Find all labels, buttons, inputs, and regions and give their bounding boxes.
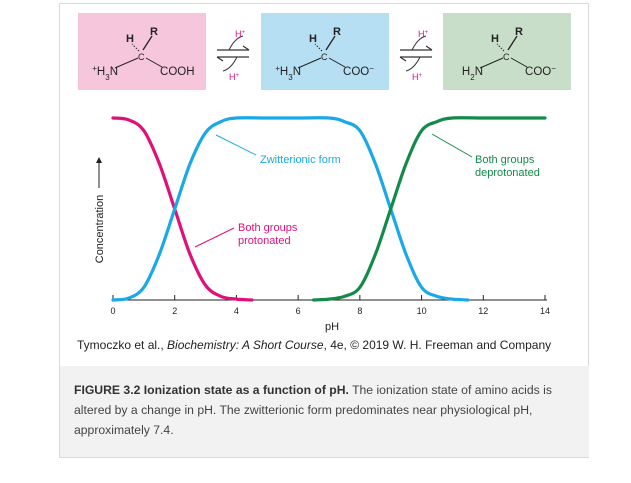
proton-label-top: H+ bbox=[235, 29, 246, 39]
credit-suffix: , 4e, © 2019 W. H. Freeman and Company bbox=[323, 338, 552, 352]
alpha-hydrogen-label: H bbox=[491, 33, 499, 45]
proton-curl bbox=[405, 56, 421, 72]
deprotonated-annotation-line1: Both groups bbox=[475, 154, 535, 166]
y-axis-arrowhead bbox=[96, 157, 102, 163]
side-chain-label: R bbox=[150, 26, 158, 38]
species-box-2: H R C +H3N COO− bbox=[261, 13, 389, 90]
wedge-bond bbox=[507, 35, 518, 51]
bond-line bbox=[114, 57, 139, 69]
figure-credit: Tymoczko et al., Biochemistry: A Short C… bbox=[0, 338, 630, 352]
alpha-hydrogen-label: H bbox=[126, 33, 134, 45]
amino-group-label: +H3N bbox=[92, 64, 118, 82]
amino-group-label: H2N bbox=[462, 66, 483, 82]
x-axis-label: pH bbox=[325, 321, 339, 333]
alpha-carbon-label: C bbox=[503, 52, 510, 62]
equilibrium-arrows-1: H+ H+ bbox=[216, 29, 250, 82]
deprotonated-leader-line bbox=[431, 133, 473, 158]
bond-line bbox=[297, 57, 322, 69]
x-tick-label: 6 bbox=[296, 306, 301, 316]
protonated-annotation-line1: Both groups bbox=[238, 222, 298, 234]
species-background bbox=[261, 13, 389, 90]
reverse-arrowhead bbox=[216, 56, 224, 62]
species-box-3: H R C H2N COO− bbox=[443, 13, 571, 90]
x-tick-label: 0 bbox=[110, 306, 115, 316]
bond-line bbox=[145, 57, 163, 68]
chart-curves bbox=[111, 116, 547, 302]
series-line-2 bbox=[111, 116, 470, 302]
carboxyl-group-label: COO− bbox=[525, 64, 556, 79]
carboxyl-group-label: COOH bbox=[160, 66, 195, 78]
credit-book-title: Biochemistry: A Short Course bbox=[167, 338, 324, 352]
zwitterion-annotation: Zwitterionic form bbox=[260, 154, 341, 166]
x-tick-label: 4 bbox=[234, 306, 239, 316]
bond-line bbox=[328, 57, 346, 68]
series-line-3 bbox=[312, 116, 547, 302]
species-background bbox=[78, 13, 206, 90]
carboxyl-group-label: COO− bbox=[343, 64, 374, 79]
x-tick-label: 8 bbox=[357, 306, 362, 316]
amino-group-label: +H3N bbox=[275, 64, 301, 82]
series-line-1 bbox=[111, 116, 254, 302]
alpha-carbon-label: C bbox=[138, 52, 145, 62]
caption-label: FIGURE 3.2 Ionization state as a functio… bbox=[74, 383, 349, 397]
proton-label-bottom: H+ bbox=[412, 72, 423, 82]
proton-curl bbox=[411, 35, 427, 51]
credit-prefix: Tymoczko et al., bbox=[77, 338, 168, 352]
equilibrium-arrows-2: H+ H+ bbox=[399, 29, 433, 82]
wedge-bond bbox=[142, 35, 153, 51]
x-tick-label: 12 bbox=[478, 306, 488, 316]
wedge-bond bbox=[325, 35, 336, 51]
species-background bbox=[443, 13, 571, 90]
proton-curl bbox=[222, 56, 238, 72]
forward-arrowhead bbox=[425, 45, 433, 51]
forward-arrowhead bbox=[242, 45, 250, 51]
ph-chart: 0 2 4 6 8 10 12 14 pH Concentration Zwitterionic … bbox=[94, 116, 550, 333]
x-tick-label: 14 bbox=[540, 306, 550, 316]
alpha-carbon-label: C bbox=[321, 52, 328, 62]
species-box-1: H R C +H3N COOH bbox=[78, 13, 206, 90]
protonated-leader-line bbox=[194, 227, 235, 248]
bond-line bbox=[479, 57, 504, 69]
proton-label-bottom: H+ bbox=[229, 72, 240, 82]
x-tick-label: 2 bbox=[172, 306, 177, 316]
y-axis-label: Concentration bbox=[94, 195, 106, 264]
species-row: H R C +H3N COOH H R C +H3N COO− H R C H2N COO− H+ H+ H+ H+ bbox=[78, 13, 571, 90]
caption-text: The ionization state of amino acids is a… bbox=[74, 383, 552, 437]
proton-curl bbox=[228, 35, 244, 51]
figure-caption: FIGURE 3.2 Ionization state as a functio… bbox=[60, 366, 589, 457]
deprotonated-annotation-line2: deprotonated bbox=[475, 167, 540, 179]
reverse-arrowhead bbox=[399, 56, 407, 62]
side-chain-label: R bbox=[515, 26, 523, 38]
side-chain-label: R bbox=[333, 26, 341, 38]
proton-label-top: H+ bbox=[418, 29, 429, 39]
protonated-annotation-line2: protonated bbox=[238, 235, 291, 247]
x-tick-label: 10 bbox=[417, 306, 427, 316]
bond-line bbox=[510, 57, 528, 68]
alpha-hydrogen-label: H bbox=[309, 33, 317, 45]
zwitterion-leader-line bbox=[215, 134, 257, 156]
